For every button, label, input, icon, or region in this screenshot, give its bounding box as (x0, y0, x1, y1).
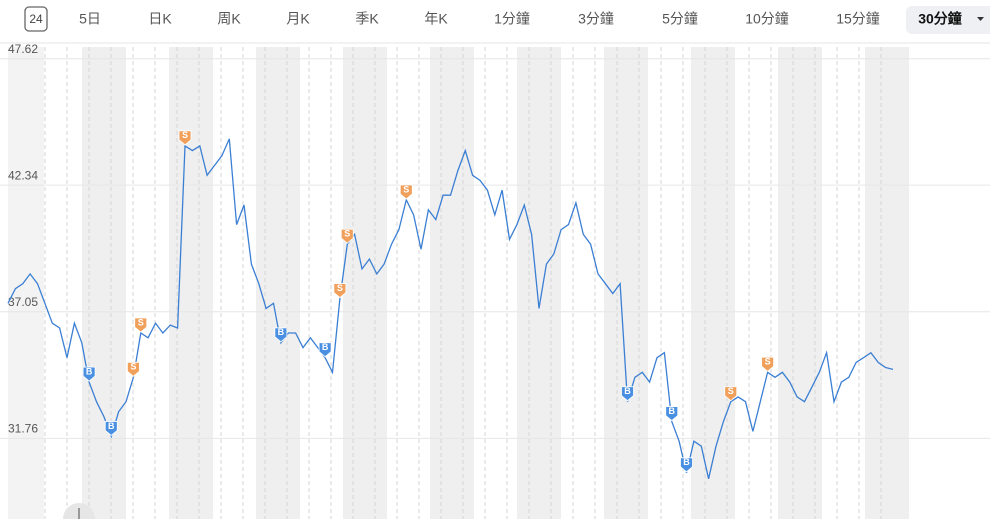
signal-pin (178, 130, 192, 146)
signal-label: B (278, 327, 285, 337)
signal-marker[interactable]: S (333, 283, 347, 299)
session-shade (865, 47, 909, 519)
session-shade (604, 47, 648, 519)
signal-marker[interactable]: S (761, 356, 775, 372)
signal-label: B (108, 421, 115, 431)
signal-marker[interactable]: S (134, 317, 148, 333)
tab[interactable]: 季K (355, 11, 379, 27)
signal-label: S (403, 184, 409, 194)
signal-pin (82, 366, 96, 382)
signal-pin (761, 356, 775, 372)
signal-label: B (86, 366, 93, 376)
session-shade (256, 47, 300, 519)
signal-marker[interactable]: B (104, 421, 118, 436)
session-shade (343, 47, 387, 519)
signal-pin (399, 184, 413, 200)
signal-marker[interactable]: B (274, 327, 288, 343)
signal-marker[interactable]: S (399, 184, 413, 200)
tab[interactable]: 5日 (79, 11, 101, 27)
signal-label: B (322, 342, 329, 352)
signal-marker[interactable]: B (665, 406, 679, 422)
tab[interactable]: 30分鐘 (918, 11, 962, 27)
signal-marker[interactable]: S (126, 361, 140, 377)
signal-marker[interactable]: S (724, 386, 738, 402)
tab[interactable]: 月K (286, 11, 310, 27)
tab[interactable]: 日K (148, 11, 172, 27)
calendar-icon[interactable] (24, 6, 48, 32)
tab[interactable]: 年K (424, 11, 448, 27)
signal-pin (680, 457, 693, 473)
signal-pin (104, 421, 118, 436)
signal-label: S (138, 317, 144, 327)
session-shade (517, 47, 561, 519)
tab[interactable]: 10分鐘 (745, 11, 789, 27)
signal-pin (665, 406, 679, 422)
signal-pin (274, 327, 288, 343)
grid: 47.62 42.34 37.05 31.76 (0, 42, 990, 439)
tab[interactable]: 1分鐘 (494, 11, 530, 27)
session-shade (430, 47, 474, 519)
signal-marker[interactable]: B (621, 386, 634, 402)
price-line (7, 138, 894, 479)
signal-pin (333, 283, 347, 299)
y-tick-label: 47.62 (8, 42, 38, 56)
signal-label: B (624, 386, 631, 396)
signal-label: S (182, 130, 188, 140)
signal-pin (621, 386, 634, 402)
signal-pin (724, 386, 738, 402)
signal-pin (340, 228, 354, 244)
y-tick-label: 37.05 (8, 295, 38, 309)
signal-marker[interactable]: S (340, 228, 354, 244)
session-shade (169, 47, 213, 519)
signal-label: S (728, 386, 734, 396)
chart-background (8, 47, 909, 519)
signal-label: B (669, 406, 676, 416)
dropdown-caret (977, 17, 984, 21)
signal-pin (134, 317, 148, 333)
signal-marker[interactable]: B (680, 457, 693, 473)
session-shade (691, 47, 735, 519)
tab[interactable]: 周K (217, 11, 241, 27)
signal-pin (318, 342, 332, 358)
signal-label: B (683, 457, 690, 467)
signal-label: S (337, 283, 343, 293)
plot: B B S S S B B S S S B B B S S (7, 130, 894, 479)
signal-label: S (765, 357, 771, 367)
tab-selected-bg (906, 6, 990, 34)
signal-marker[interactable]: B (318, 342, 332, 358)
signal-marker[interactable]: B (82, 366, 96, 382)
signal-marker[interactable]: S (178, 130, 192, 146)
tab[interactable]: 5分鐘 (662, 11, 698, 27)
y-tick-label: 42.34 (8, 168, 38, 182)
signal-label: S (130, 362, 136, 372)
y-tick-label: 31.76 (8, 422, 38, 436)
tab[interactable]: 3分鐘 (578, 11, 614, 27)
calendar-label: 24 (29, 12, 43, 26)
tab[interactable]: 15分鐘 (836, 11, 880, 27)
signal-pin (126, 361, 140, 377)
left-shade (8, 47, 44, 519)
signal-label: S (344, 229, 350, 239)
